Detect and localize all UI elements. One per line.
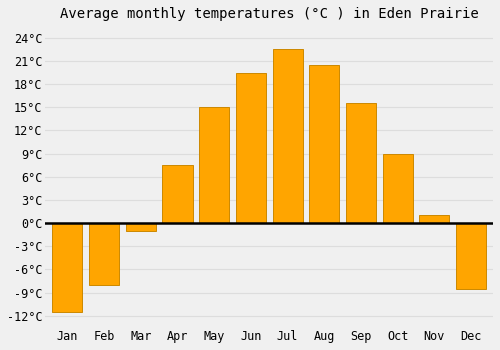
Bar — [199, 107, 229, 223]
Title: Average monthly temperatures (°C ) in Eden Prairie: Average monthly temperatures (°C ) in Ed… — [60, 7, 478, 21]
Bar — [309, 65, 340, 223]
Bar — [272, 49, 302, 223]
Bar — [236, 72, 266, 223]
Bar — [126, 223, 156, 231]
Bar — [382, 154, 412, 223]
Bar — [346, 104, 376, 223]
Bar — [89, 223, 119, 285]
Bar — [52, 223, 82, 312]
Bar — [456, 223, 486, 289]
Bar — [162, 165, 192, 223]
Bar — [420, 215, 450, 223]
